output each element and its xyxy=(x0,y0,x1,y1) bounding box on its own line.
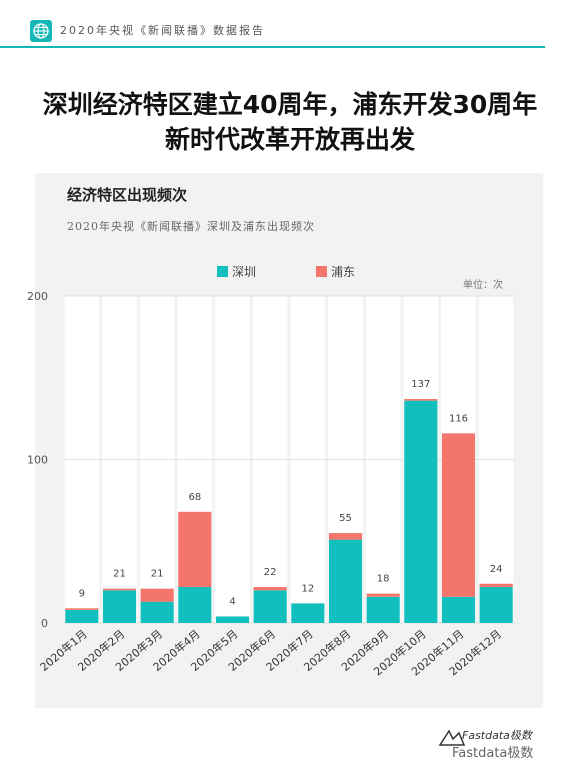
bar-pudong xyxy=(404,399,438,401)
bar-pudong xyxy=(65,608,99,610)
unit-label: 单位：次 xyxy=(463,280,503,291)
bar-shenzhen xyxy=(140,601,174,623)
data-label: 4 xyxy=(229,596,235,607)
header-divider xyxy=(0,46,545,48)
data-label: 24 xyxy=(490,564,503,575)
legend-item-shenzhen: 深圳 xyxy=(217,263,256,280)
bar-pudong xyxy=(140,588,174,602)
bar-shenzhen xyxy=(215,616,250,623)
data-label: 21 xyxy=(113,569,126,580)
headline-line-2: 新时代改革开放再出发 xyxy=(164,125,415,154)
y-tick-label: 200 xyxy=(27,290,48,303)
fastdata-logo-icon xyxy=(438,729,466,746)
bar-shenzhen xyxy=(291,603,325,623)
bar-pudong xyxy=(479,583,513,588)
footer-wechat: Fastdata极数 xyxy=(452,746,534,761)
bar-shenzhen xyxy=(441,596,476,623)
bar-pudong xyxy=(102,588,137,591)
legend-swatch xyxy=(217,266,228,277)
chart-title: 经济特区出现频次 xyxy=(67,186,188,204)
legend-label: 浦东 xyxy=(331,265,356,279)
data-label: 12 xyxy=(301,583,314,594)
headline-line-1: 深圳经济特区建立40周年，浦东开发30周年 xyxy=(42,90,538,119)
bar-shenzhen xyxy=(65,609,99,623)
bar-pudong xyxy=(178,511,212,588)
bar-pudong xyxy=(441,433,476,597)
data-label: 137 xyxy=(411,379,430,390)
report-header: 2020年央视《新闻联播》数据报告 xyxy=(0,0,580,50)
bar-pudong xyxy=(253,587,287,591)
bar-shenzhen xyxy=(253,590,287,623)
data-label: 9 xyxy=(79,588,85,599)
data-label: 18 xyxy=(377,574,390,585)
bar-shenzhen xyxy=(479,587,513,623)
bar-shenzhen xyxy=(102,590,137,623)
data-label: 22 xyxy=(264,567,277,578)
legend-swatch xyxy=(316,266,327,277)
y-tick-label: 100 xyxy=(27,454,48,467)
bar-shenzhen xyxy=(366,596,400,623)
footer-brand: Fastdata极数 xyxy=(462,729,532,742)
data-label: 21 xyxy=(151,569,164,580)
report-title: 2020年央视《新闻联播》数据报告 xyxy=(60,24,265,37)
legend-item-pudong: 浦东 xyxy=(316,263,355,280)
bar-pudong xyxy=(366,593,400,597)
bar-shenzhen xyxy=(328,539,363,623)
data-label: 116 xyxy=(449,413,468,424)
data-label: 55 xyxy=(339,513,352,524)
globe-icon xyxy=(30,20,52,42)
bar-shenzhen xyxy=(178,587,212,623)
bar-shenzhen xyxy=(404,400,438,623)
chart-subtitle: 2020年央视《新闻联播》深圳及浦东出现频次 xyxy=(67,220,315,233)
data-label: 68 xyxy=(188,492,201,503)
legend-label: 深圳 xyxy=(232,265,257,279)
y-tick-label: 0 xyxy=(41,617,48,630)
bar-pudong xyxy=(328,533,363,540)
